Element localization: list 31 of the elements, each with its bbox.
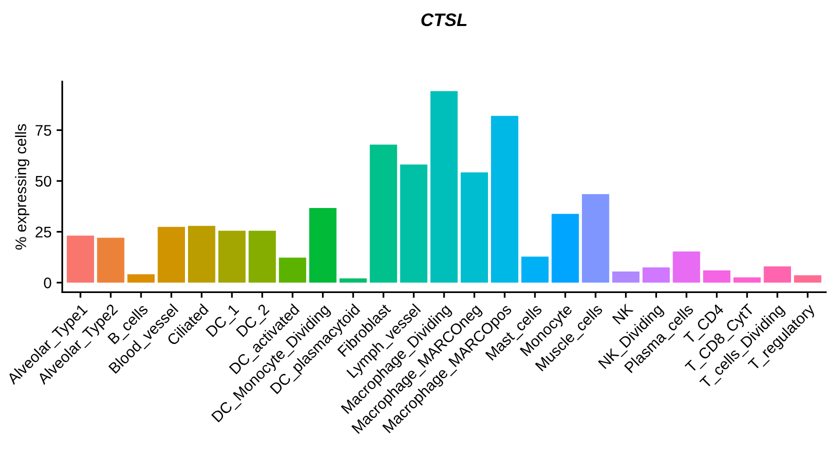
bar [340,278,367,283]
bar [309,208,336,283]
chart-title: CTSL [421,13,467,26]
bar [430,91,458,283]
bar [582,194,610,283]
bar [248,230,276,283]
bar [521,256,549,283]
bar [400,164,428,283]
bar [642,267,670,283]
bar [158,226,185,283]
bar [127,274,155,283]
y-tick-label: 50 [35,176,52,187]
bar [460,172,488,283]
bar [794,275,822,283]
bar [672,252,700,283]
bar [612,271,640,283]
bar [188,226,216,283]
bar [703,270,730,283]
bar [66,236,94,283]
y-tick-label: 75 [36,125,52,136]
y-axis-title: % expressing cells [15,124,30,250]
bar [278,258,306,283]
bar [552,214,579,283]
bar [97,238,124,283]
bar [218,230,246,283]
bar [491,116,518,283]
y-tick-label: 0 [44,277,52,288]
y-tick-label: 25 [36,226,52,238]
bar [370,144,398,283]
bar [764,266,792,283]
bar [733,277,761,283]
